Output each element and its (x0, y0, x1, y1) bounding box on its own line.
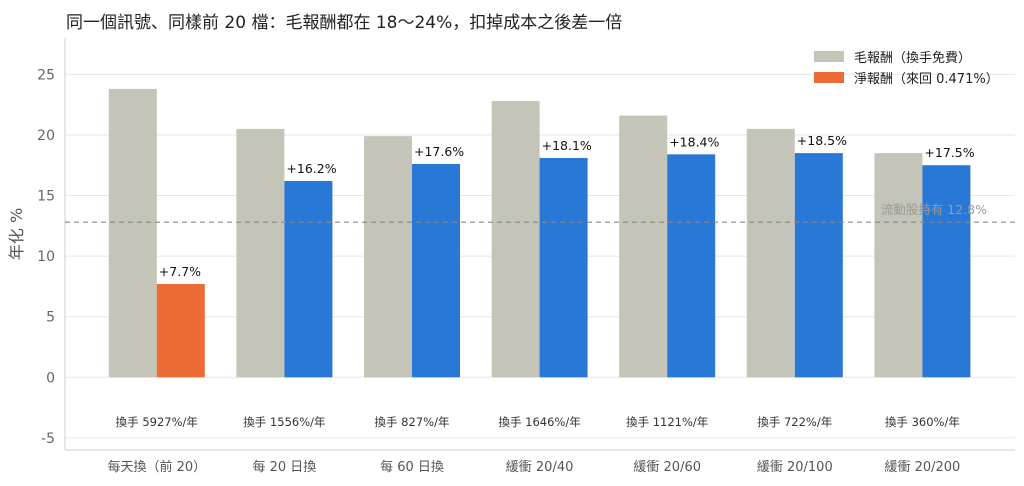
bar-net (667, 154, 716, 378)
x-tick-label: 緩衝 20/40 (506, 460, 574, 475)
bar-gross (619, 115, 668, 378)
reference-line-label: 流動股持有 12.8% (881, 202, 987, 217)
bar-net (539, 157, 588, 378)
turnover-label: 換手 722%/年 (757, 415, 832, 429)
y-tick-label: -5 (41, 431, 55, 447)
bar-value-label: +18.4% (669, 134, 719, 149)
x-tick-label: 每 20 日換 (252, 459, 316, 475)
x-tick-label: 緩衝 20/200 (884, 460, 960, 475)
bar-net (156, 283, 205, 378)
bar-value-label: +7.7% (159, 264, 201, 279)
bar-gross (236, 128, 285, 378)
y-tick-label: 10 (37, 249, 55, 265)
bar-net (922, 165, 971, 378)
y-tick-label: 25 (37, 67, 55, 83)
y-tick-label: 0 (46, 370, 55, 386)
bar-value-label: +18.1% (542, 138, 592, 153)
turnover-label: 換手 5927%/年 (116, 415, 198, 429)
turnover-label: 換手 1556%/年 (243, 415, 325, 429)
y-tick-label: 20 (37, 128, 55, 144)
bar-gross (746, 128, 795, 378)
bar-gross (364, 136, 412, 378)
bar-net (794, 153, 843, 378)
bar-value-label: +16.2% (286, 161, 336, 176)
turnover-label: 換手 360%/年 (885, 415, 960, 429)
bar-value-label: +18.5% (797, 133, 847, 148)
bar-value-label: +17.5% (924, 145, 974, 160)
x-tick-label: 緩衝 20/100 (757, 460, 833, 475)
bar-net (284, 180, 333, 378)
y-axis-label: 年化 % (7, 208, 26, 260)
x-tick-label: 每 60 日換 (380, 459, 444, 475)
legend-label-gross: 毛報酬（換手免費） (854, 51, 971, 66)
bar-net (412, 164, 460, 378)
x-tick-label: 每天換（前 20） (107, 459, 206, 475)
bar-gross (874, 153, 923, 378)
y-tick-label: 5 (46, 310, 55, 326)
turnover-label: 換手 1121%/年 (626, 415, 708, 429)
legend-swatch-net (814, 72, 844, 83)
legend-label-net: 淨報酬（來回 0.471%） (854, 72, 999, 87)
y-tick-label: 15 (37, 189, 55, 205)
chart-title: 同一個訊號、同樣前 20 檔：毛報酬都在 18～24%，扣掉成本之後差一倍 (66, 13, 623, 33)
bar-value-label: +17.6% (414, 144, 464, 159)
turnover-label: 換手 1646%/年 (498, 415, 580, 429)
bar-gross (108, 88, 157, 378)
bar-gross (491, 101, 540, 378)
x-tick-label: 緩衝 20/60 (633, 460, 701, 475)
legend-swatch-gross (814, 51, 844, 62)
turnover-label: 換手 827%/年 (375, 415, 450, 429)
